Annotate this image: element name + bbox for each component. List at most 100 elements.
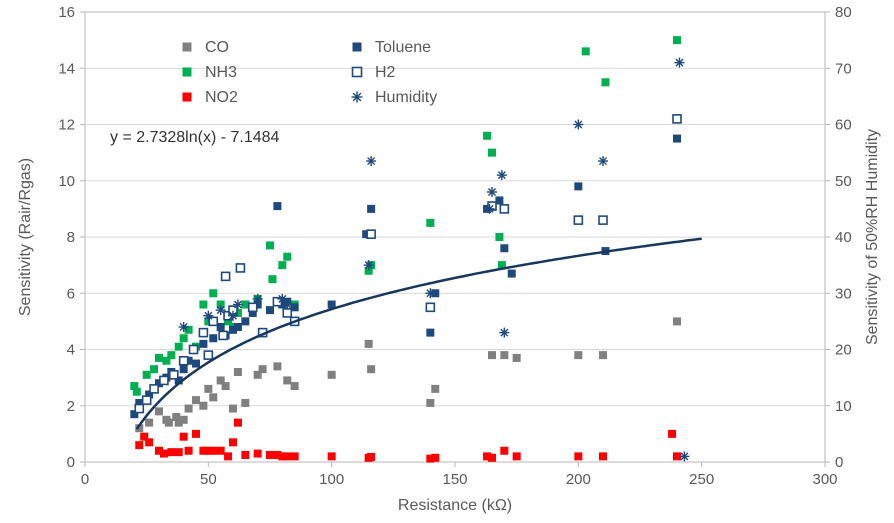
point-no2	[135, 441, 143, 449]
point-humidity	[487, 187, 497, 197]
point-h2	[170, 371, 178, 379]
y-right-tick-label: 0	[835, 454, 843, 471]
point-h2	[190, 346, 198, 354]
point-toluene	[209, 334, 217, 342]
point-no2	[217, 447, 225, 455]
legend-label-no2: NO2	[205, 89, 238, 106]
point-h2	[500, 205, 508, 213]
point-no2	[175, 448, 183, 456]
y-left-axis-label: Sensitivity (Rair/Rgas)	[17, 158, 34, 316]
point-no2	[180, 433, 188, 441]
point-no2	[668, 430, 676, 438]
point-toluene	[273, 202, 281, 210]
point-co	[155, 407, 163, 415]
point-humidity	[233, 300, 243, 310]
point-no2	[160, 450, 168, 458]
legend-marker-toluene	[353, 43, 362, 52]
point-no2	[328, 452, 336, 460]
y-right-tick-label: 20	[835, 342, 852, 359]
point-humidity	[216, 305, 226, 315]
y-right-tick-label: 30	[835, 285, 852, 302]
point-co	[222, 382, 230, 390]
legend-label-h2: H2	[375, 64, 396, 81]
point-co	[367, 365, 375, 373]
series-h2	[135, 115, 681, 413]
point-nh3	[483, 132, 491, 140]
point-no2	[283, 452, 291, 460]
point-nh3	[495, 233, 503, 241]
point-nh3	[278, 261, 286, 269]
legend-marker-nh3	[183, 68, 192, 77]
point-h2	[673, 115, 681, 123]
point-humidity	[679, 451, 689, 461]
point-no2	[224, 452, 232, 460]
y-left-tick-label: 14	[58, 60, 75, 77]
point-h2	[249, 303, 257, 311]
point-humidity	[499, 328, 509, 338]
point-co	[199, 402, 207, 410]
y-right-tick-label: 10	[835, 398, 852, 415]
point-toluene	[180, 365, 188, 373]
series-toluene	[130, 135, 681, 419]
point-no2	[513, 452, 521, 460]
point-co	[192, 396, 200, 404]
point-co	[513, 354, 521, 362]
point-nh3	[268, 275, 276, 283]
point-nh3	[150, 365, 158, 373]
point-toluene	[192, 360, 200, 368]
point-nh3	[283, 253, 291, 261]
point-co	[365, 340, 373, 348]
point-humidity	[364, 260, 374, 270]
point-toluene	[234, 323, 242, 331]
point-nh3	[426, 219, 434, 227]
point-humidity	[282, 300, 292, 310]
point-co	[673, 317, 681, 325]
point-no2	[241, 451, 249, 459]
point-h2	[160, 376, 168, 384]
point-co	[209, 393, 217, 401]
point-humidity	[598, 156, 608, 166]
point-h2	[367, 230, 375, 238]
point-nh3	[582, 47, 590, 55]
point-co	[431, 385, 439, 393]
point-humidity	[674, 58, 684, 68]
point-no2	[574, 452, 582, 460]
point-co	[145, 419, 153, 427]
point-co	[273, 362, 281, 370]
point-h2	[222, 272, 230, 280]
x-tick-label: 0	[81, 471, 89, 488]
point-nh3	[199, 301, 207, 309]
point-no2	[599, 452, 607, 460]
legend: COTolueneNH3H2NO2Humidity	[183, 39, 438, 106]
legend-label-toluene: Toluene	[375, 39, 431, 56]
point-no2	[488, 454, 496, 462]
point-humidity	[253, 294, 263, 304]
point-co	[500, 351, 508, 359]
point-nh3	[167, 351, 175, 359]
y-right-tick-label: 80	[835, 4, 852, 21]
point-no2	[500, 447, 508, 455]
y-right-axis-label: Sensitivity of 50%RH Humidity	[864, 129, 881, 345]
point-toluene	[673, 135, 681, 143]
point-humidity	[366, 156, 376, 166]
point-h2	[150, 385, 158, 393]
point-h2	[599, 216, 607, 224]
point-no2	[234, 419, 242, 427]
chart-svg: 0246810121416010203040506070800501001502…	[0, 0, 894, 523]
point-h2	[574, 216, 582, 224]
point-humidity	[179, 322, 189, 332]
point-co	[180, 416, 188, 424]
x-tick-label: 150	[442, 471, 467, 488]
point-h2	[199, 329, 207, 337]
point-no2	[367, 453, 375, 461]
x-tick-label: 200	[566, 471, 591, 488]
point-no2	[167, 448, 175, 456]
point-co	[291, 382, 299, 390]
y-left-tick-label: 8	[67, 229, 75, 246]
legend-label-humidity: Humidity	[375, 89, 437, 106]
point-h2	[143, 396, 151, 404]
y-right-tick-label: 50	[835, 173, 852, 190]
y-right-tick-label: 40	[835, 229, 852, 246]
point-h2	[180, 357, 188, 365]
y-left-tick-label: 10	[58, 173, 75, 190]
